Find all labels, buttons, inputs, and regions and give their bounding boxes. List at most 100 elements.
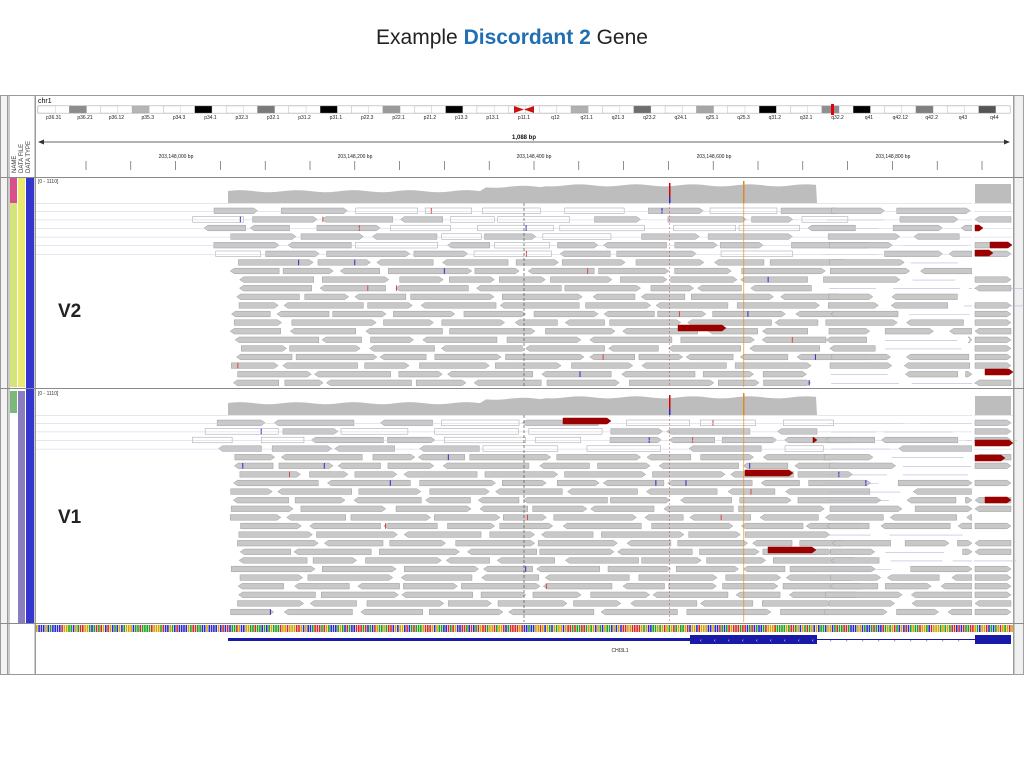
reference-base bbox=[647, 625, 650, 632]
aligned-read bbox=[687, 319, 772, 326]
ideogram-band-label: p31.2 bbox=[298, 115, 311, 121]
reference-base bbox=[749, 625, 751, 632]
mismatch-base bbox=[354, 259, 356, 266]
alignment-panel-v2[interactable] bbox=[36, 179, 1024, 387]
reference-base bbox=[134, 625, 137, 632]
aligned-read bbox=[828, 328, 871, 335]
aligned-read bbox=[379, 419, 433, 426]
reference-base bbox=[461, 625, 464, 632]
reference-base bbox=[723, 625, 726, 632]
ideogram-band-label: q42.2 bbox=[925, 115, 938, 121]
reference-base bbox=[300, 625, 303, 632]
reference-base bbox=[353, 625, 355, 632]
aligned-read bbox=[974, 224, 984, 232]
reference-base bbox=[450, 625, 452, 632]
aligned-read bbox=[830, 574, 882, 581]
aligned-read bbox=[241, 345, 287, 352]
ideogram-band bbox=[776, 105, 791, 114]
aligned-read bbox=[965, 371, 973, 378]
aligned-read bbox=[741, 267, 826, 275]
strand-arrow: ‹ bbox=[894, 638, 896, 644]
reference-base bbox=[284, 625, 286, 632]
mismatch-base bbox=[749, 463, 751, 469]
aligned-read bbox=[238, 531, 313, 538]
reference-base bbox=[551, 625, 553, 632]
ruler-tick-label: 203,148,400 bp bbox=[517, 154, 552, 160]
aligned-read bbox=[237, 540, 319, 547]
aligned-read bbox=[419, 479, 496, 487]
reference-base bbox=[307, 625, 309, 632]
reference-base bbox=[820, 625, 822, 632]
aligned-read bbox=[603, 242, 667, 249]
reference-base bbox=[700, 625, 703, 632]
aligned-read bbox=[974, 462, 1012, 469]
aligned-read bbox=[720, 242, 764, 249]
mismatch-base bbox=[367, 285, 369, 291]
aligned-read bbox=[740, 522, 804, 530]
ideogram-band bbox=[696, 105, 714, 114]
aligned-read bbox=[974, 565, 1012, 573]
reference-base bbox=[49, 625, 52, 632]
aligned-read bbox=[784, 445, 824, 452]
reference-base bbox=[111, 625, 114, 632]
aligned-read bbox=[473, 379, 542, 386]
aligned-read bbox=[371, 233, 438, 240]
reference-base bbox=[629, 625, 631, 632]
aligned-read bbox=[505, 353, 585, 361]
reference-base bbox=[870, 625, 873, 632]
aligned-read bbox=[231, 310, 271, 318]
ideogram-band bbox=[431, 105, 446, 114]
scrollbar-column[interactable] bbox=[1013, 95, 1024, 675]
aligned-read bbox=[499, 302, 580, 309]
aligned-read bbox=[387, 462, 435, 469]
chromosome-ideogram[interactable]: chr1 p36.31 p36.21 p36.12 p35.3 p34.3 p34.1 p3… bbox=[37, 98, 1011, 121]
reference-base bbox=[484, 625, 487, 632]
aligned-read bbox=[240, 522, 302, 530]
aligned-read bbox=[237, 371, 312, 378]
reference-base bbox=[739, 625, 742, 632]
aligned-read bbox=[797, 471, 853, 478]
mismatch-base bbox=[298, 259, 300, 266]
reference-base bbox=[854, 625, 857, 632]
aligned-read bbox=[738, 224, 800, 232]
ideogram-band-label: q32.1 bbox=[800, 115, 813, 121]
aligned-read bbox=[948, 250, 973, 257]
reference-base bbox=[98, 625, 100, 632]
reference-base bbox=[132, 625, 135, 632]
coverage-snp bbox=[669, 395, 671, 415]
reference-base bbox=[289, 625, 291, 632]
aligned-read bbox=[390, 224, 451, 232]
reference-base bbox=[376, 625, 378, 632]
aligned-read bbox=[670, 276, 738, 283]
ideogram-band-label: q21.3 bbox=[612, 115, 625, 121]
coverage-range-v2: [0 - 1110] bbox=[38, 179, 59, 185]
centromere-left bbox=[514, 106, 524, 113]
aligned-read bbox=[641, 557, 702, 564]
aligned-read bbox=[688, 531, 741, 538]
reference-sequence-track bbox=[36, 625, 1013, 632]
alignment-panel-v1[interactable] bbox=[36, 391, 1018, 622]
aligned-read bbox=[827, 302, 879, 309]
aligned-read bbox=[289, 345, 361, 352]
reference-base bbox=[967, 625, 970, 632]
aligned-read bbox=[974, 310, 1012, 318]
aligned-read bbox=[974, 439, 1014, 447]
reference-base bbox=[1008, 625, 1011, 632]
reference-base bbox=[824, 625, 827, 632]
aligned-read bbox=[327, 479, 411, 487]
aligned-read bbox=[393, 310, 456, 318]
reference-base bbox=[696, 625, 698, 632]
reference-base bbox=[291, 625, 293, 632]
reference-base bbox=[843, 625, 845, 632]
reference-base bbox=[730, 625, 733, 632]
gene-track[interactable]: CHI3L1 ‹ ‹ ‹ ‹ ‹ ‹ ‹ ‹ ‹ ‹ ‹ ‹ ‹ ‹ ‹ ‹ ‹ ‹ bbox=[228, 635, 1011, 654]
aligned-read bbox=[974, 362, 1012, 369]
ideogram-band-label: q25.3 bbox=[737, 115, 750, 121]
reference-base bbox=[622, 625, 625, 632]
aligned-read bbox=[496, 557, 555, 564]
reference-base bbox=[999, 625, 1002, 632]
aligned-read bbox=[797, 497, 882, 504]
mismatch-base bbox=[685, 480, 687, 486]
aligned-read bbox=[774, 319, 819, 326]
reference-base bbox=[597, 625, 599, 632]
